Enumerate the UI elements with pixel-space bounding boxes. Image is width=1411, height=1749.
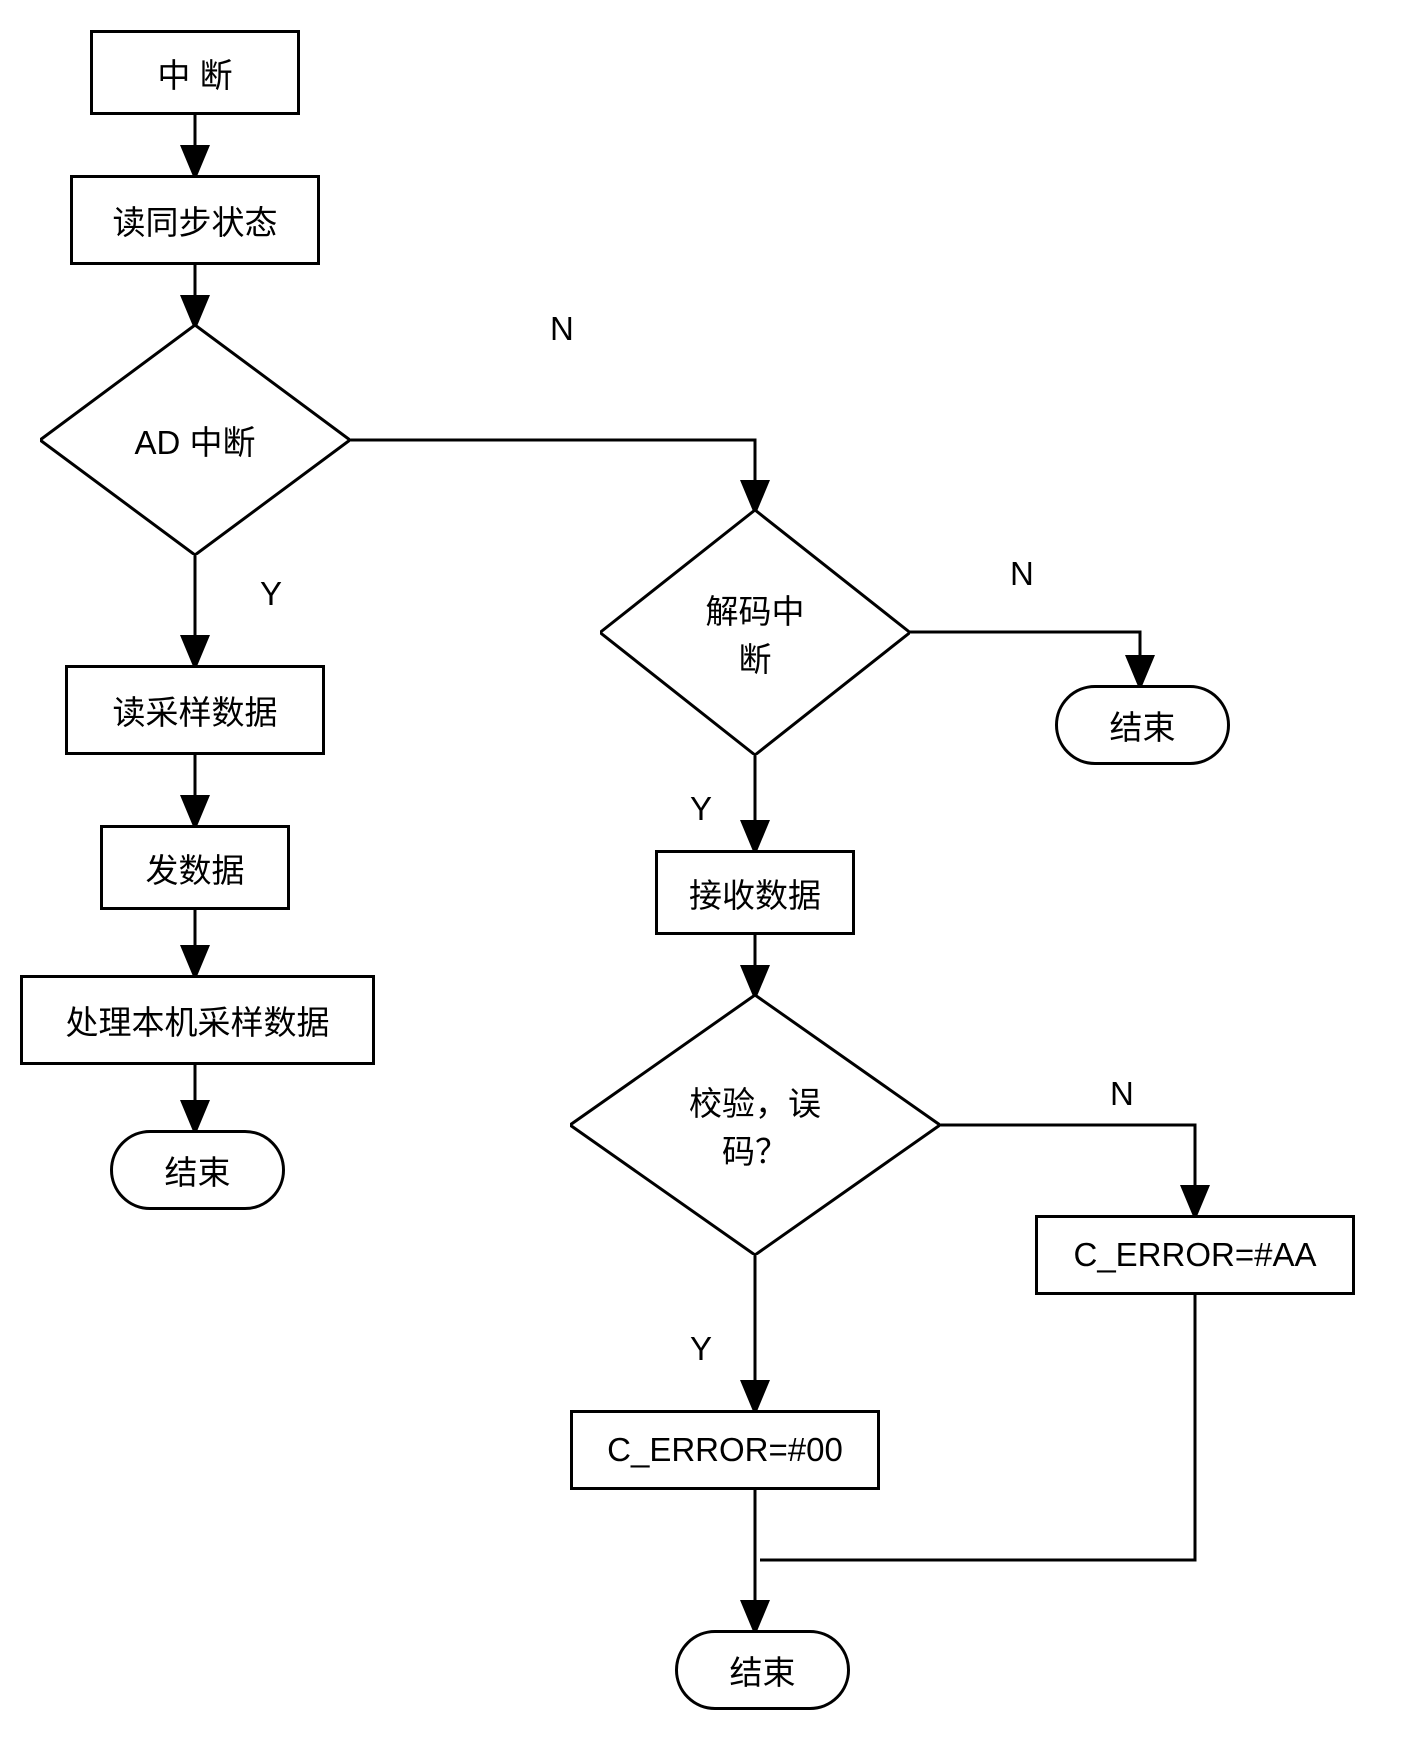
node-text: 发数据 xyxy=(146,844,245,892)
node-text: AD 中断 xyxy=(134,416,255,464)
node-ad-interrupt: AD 中断 xyxy=(40,325,350,555)
node-text: 接收数据 xyxy=(689,869,821,917)
node-text: 处理本机采样数据 xyxy=(66,996,330,1044)
label-n1: N xyxy=(550,310,574,348)
node-text: 读同步状态 xyxy=(113,196,278,244)
label-n2: N xyxy=(1010,555,1034,593)
label-y3: Y xyxy=(690,1330,712,1368)
node-end-left: 结束 xyxy=(110,1130,285,1210)
node-text: 校验，误 码？ xyxy=(689,1077,821,1173)
node-interrupt: 中 断 xyxy=(90,30,300,115)
node-decode-interrupt: 解码中 断 xyxy=(600,510,910,755)
flowchart-canvas: 中 断 读同步状态 AD 中断 读采样数据 发数据 处理本机采样数据 结束 解码… xyxy=(0,0,1411,1749)
node-read-sync: 读同步状态 xyxy=(70,175,320,265)
node-text: C_ERROR=#00 xyxy=(607,1431,843,1469)
node-c-error-00: C_ERROR=#00 xyxy=(570,1410,880,1490)
label-y2: Y xyxy=(690,790,712,828)
node-recv-data: 接收数据 xyxy=(655,850,855,935)
node-text: 结束 xyxy=(730,1646,796,1694)
node-text: C_ERROR=#AA xyxy=(1073,1236,1316,1274)
node-text: 解码中 断 xyxy=(706,585,805,681)
node-process-local: 处理本机采样数据 xyxy=(20,975,375,1065)
node-text: 读采样数据 xyxy=(113,686,278,734)
node-text: 结束 xyxy=(1110,701,1176,749)
node-c-error-aa: C_ERROR=#AA xyxy=(1035,1215,1355,1295)
label-y1: Y xyxy=(260,575,282,613)
node-text: 中 断 xyxy=(157,49,232,97)
node-end-right-top: 结束 xyxy=(1055,685,1230,765)
node-text: 结束 xyxy=(165,1146,231,1194)
node-read-sample: 读采样数据 xyxy=(65,665,325,755)
node-verify-error: 校验，误 码？ xyxy=(570,995,940,1255)
label-n3: N xyxy=(1110,1075,1134,1113)
node-end-bottom: 结束 xyxy=(675,1630,850,1710)
node-send-data: 发数据 xyxy=(100,825,290,910)
